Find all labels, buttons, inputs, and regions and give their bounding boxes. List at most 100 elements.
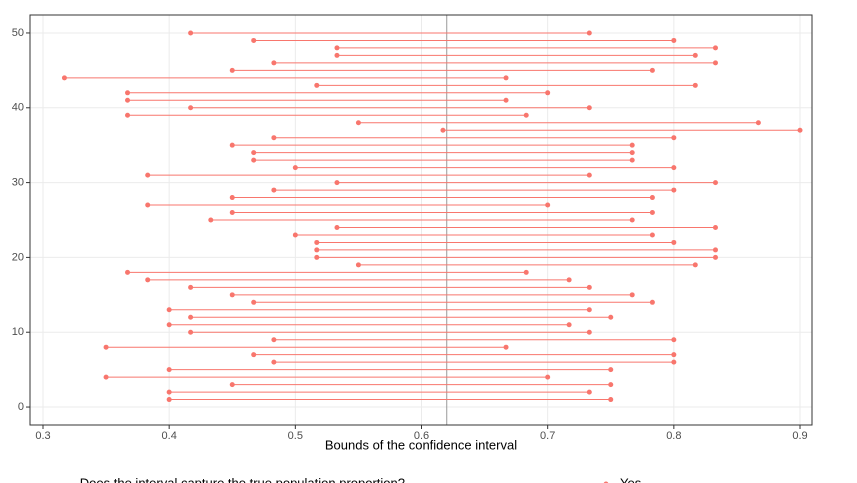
lower-point — [292, 165, 298, 171]
upper-point — [692, 52, 698, 58]
upper-point — [671, 239, 677, 245]
upper-point — [712, 224, 718, 230]
upper-point — [545, 374, 551, 380]
lower-point — [208, 217, 214, 223]
lower-point — [251, 37, 257, 43]
upper-point — [755, 120, 761, 126]
upper-point — [566, 277, 572, 283]
lower-point — [188, 105, 194, 111]
upper-point — [503, 344, 509, 350]
lower-point — [251, 157, 257, 163]
lower-point — [251, 299, 257, 305]
lower-point — [355, 120, 361, 126]
upper-point — [649, 299, 655, 305]
lower-point — [229, 382, 235, 388]
y-tick-label: 50 — [12, 27, 24, 39]
plot-border — [29, 14, 813, 426]
lower-point — [61, 75, 67, 81]
lower-point — [334, 180, 340, 186]
upper-point — [629, 150, 635, 156]
upper-point — [586, 30, 592, 36]
upper-point — [692, 262, 698, 268]
upper-point — [712, 60, 718, 66]
x-tick-label: 0.4 — [162, 430, 177, 442]
lower-point — [314, 82, 320, 88]
upper-point — [629, 142, 635, 148]
upper-point — [586, 329, 592, 335]
lower-point — [229, 67, 235, 73]
lower-point — [145, 202, 151, 208]
upper-point — [608, 314, 614, 320]
x-tick-label: 0.3 — [35, 430, 50, 442]
lower-point — [103, 344, 109, 350]
upper-point — [671, 165, 677, 171]
upper-point — [692, 82, 698, 88]
y-tick-label: 30 — [12, 176, 24, 188]
x-tick-label: 0.8 — [666, 430, 681, 442]
lower-point — [292, 232, 298, 238]
lower-point — [145, 172, 151, 178]
upper-point — [608, 367, 614, 373]
upper-point — [586, 389, 592, 395]
upper-point — [523, 269, 529, 275]
upper-point — [671, 352, 677, 358]
upper-point — [671, 187, 677, 193]
x-axis-title: Bounds of the confidence interval — [325, 437, 517, 452]
lower-point — [314, 247, 320, 253]
lower-point — [166, 307, 172, 313]
y-tick-label: 20 — [12, 251, 24, 263]
lower-point — [229, 142, 235, 148]
legend-title: Does the interval capture the true popul… — [80, 475, 405, 483]
upper-point — [545, 202, 551, 208]
upper-point — [586, 307, 592, 313]
lower-point — [229, 292, 235, 298]
y-tick-label: 0 — [18, 401, 24, 413]
upper-point — [629, 217, 635, 223]
lower-point — [271, 337, 277, 343]
upper-point — [712, 247, 718, 253]
upper-point — [712, 45, 718, 51]
upper-point — [712, 180, 718, 186]
lower-point — [271, 135, 277, 141]
lower-point — [103, 374, 109, 380]
legend-label: Yes — [620, 475, 642, 483]
y-tick-label: 10 — [12, 326, 24, 338]
x-tick-label: 0.5 — [288, 430, 303, 442]
lower-point — [166, 389, 172, 395]
lower-point — [440, 127, 446, 133]
upper-point — [608, 397, 614, 403]
lower-point — [188, 314, 194, 320]
lower-point — [271, 359, 277, 365]
upper-point — [608, 382, 614, 388]
upper-point — [649, 232, 655, 238]
upper-point — [586, 105, 592, 111]
upper-point — [649, 195, 655, 201]
upper-point — [649, 67, 655, 73]
lower-point — [145, 277, 151, 283]
upper-point — [545, 90, 551, 96]
lower-point — [166, 397, 172, 403]
lower-point — [355, 262, 361, 268]
upper-point — [797, 127, 803, 133]
upper-point — [503, 75, 509, 81]
lower-point — [251, 352, 257, 358]
upper-point — [629, 157, 635, 163]
lower-point — [314, 239, 320, 245]
lower-point — [229, 210, 235, 216]
lower-point — [271, 60, 277, 66]
upper-point — [671, 359, 677, 365]
lower-point — [125, 269, 131, 275]
upper-point — [586, 284, 592, 290]
x-tick-label: 0.7 — [540, 430, 555, 442]
lower-point — [334, 52, 340, 58]
lower-point — [188, 30, 194, 36]
lower-point — [188, 284, 194, 290]
upper-point — [629, 292, 635, 298]
lower-point — [334, 224, 340, 230]
upper-point — [523, 112, 529, 118]
lower-point — [271, 187, 277, 193]
upper-point — [671, 135, 677, 141]
lower-point — [229, 195, 235, 201]
